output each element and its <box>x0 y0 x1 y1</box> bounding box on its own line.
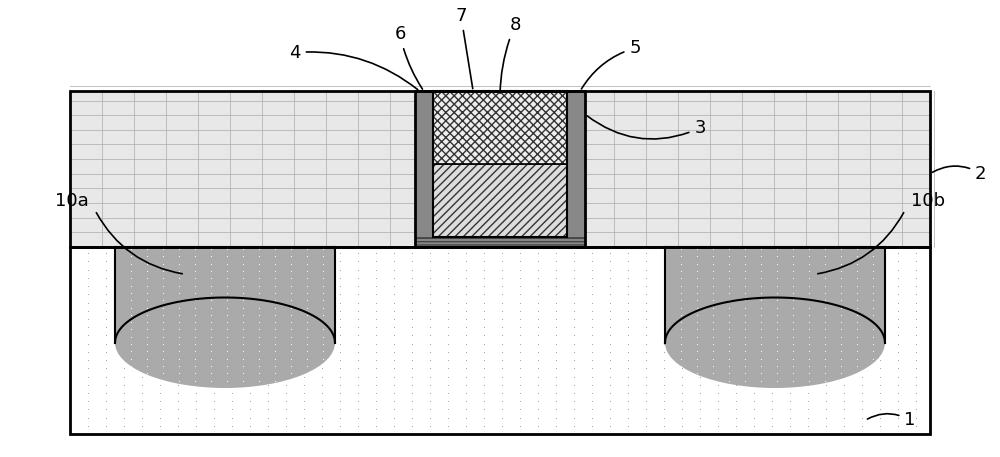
Bar <box>415 237 585 247</box>
Bar <box>70 91 930 247</box>
Bar <box>415 91 433 237</box>
Bar <box>433 91 567 164</box>
Text: 1: 1 <box>867 411 916 430</box>
Ellipse shape <box>115 298 335 388</box>
Bar <box>567 91 585 237</box>
Text: 3: 3 <box>587 116 706 139</box>
Text: 10a: 10a <box>55 192 89 210</box>
Text: 8: 8 <box>500 16 521 93</box>
Bar <box>70 91 930 247</box>
Text: 7: 7 <box>455 7 473 89</box>
Bar <box>433 91 567 237</box>
Text: 10b: 10b <box>911 192 945 210</box>
Bar <box>665 247 885 343</box>
Text: 2: 2 <box>932 165 986 183</box>
Bar <box>70 247 930 434</box>
Bar <box>433 164 567 237</box>
Text: 4: 4 <box>289 43 418 90</box>
Bar <box>115 247 335 343</box>
Bar <box>415 91 585 247</box>
Bar <box>70 247 930 434</box>
Bar <box>415 237 585 247</box>
Ellipse shape <box>665 298 885 388</box>
Bar <box>433 164 567 237</box>
Bar <box>433 91 567 164</box>
Bar <box>415 91 585 247</box>
Text: 5: 5 <box>581 39 641 89</box>
Text: 6: 6 <box>394 25 422 89</box>
